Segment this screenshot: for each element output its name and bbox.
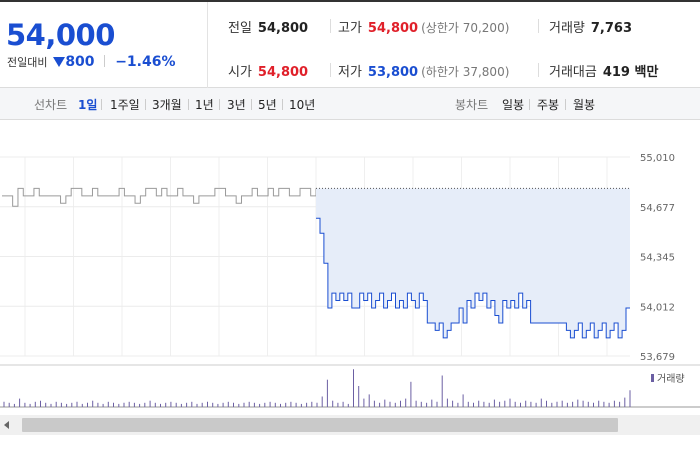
y-tick-label: 54,677 <box>640 203 675 214</box>
divider <box>282 99 283 110</box>
stat-value: 54,800 <box>367 21 419 36</box>
stat-value: 419 백만 <box>602 65 659 80</box>
volume-legend-swatch <box>651 374 654 382</box>
chart-toolbar: 선차트 1일 1주일 3개월 1년 3년 5년 10년 봉차트 일봉 주봉 월봉 <box>0 88 700 120</box>
stat-volume: 거래량 7,763 <box>549 17 632 36</box>
stat-label: 저가 <box>338 65 362 80</box>
period-tab-3y[interactable]: 3년 <box>227 98 246 112</box>
stat-value: 7,763 <box>590 21 633 36</box>
stat-label: 거래량 <box>549 21 585 36</box>
series-line-previous <box>2 187 317 207</box>
divider <box>219 99 220 110</box>
candle-tab-daily[interactable]: 일봉 <box>502 98 525 112</box>
candle-chart-label: 봉차트 <box>455 98 489 112</box>
divider <box>565 99 566 110</box>
y-tick-label: 54,012 <box>640 302 675 313</box>
current-price-box: 54,000 전일대비 800 −1.46% <box>0 2 208 88</box>
divider <box>330 63 331 77</box>
change-percent: −1.46% <box>115 54 176 70</box>
stat-high: 고가 54,800 (상한가 70,200) <box>338 17 509 36</box>
line-chart-label: 선차트 <box>34 98 68 112</box>
scroll-thumb[interactable] <box>22 418 618 432</box>
series-line-today <box>316 217 630 339</box>
stat-value: 54,800 <box>257 21 309 36</box>
down-triangle-icon <box>53 57 66 67</box>
stat-value: 53,800 <box>367 65 419 80</box>
change-row: 전일대비 800 −1.46% <box>7 54 176 70</box>
candle-tab-weekly[interactable]: 주봉 <box>537 98 560 112</box>
y-tick-label: 55,010 <box>640 153 675 164</box>
stat-open: 시가 54,800 <box>228 61 308 80</box>
stat-label: 전일 <box>228 21 252 36</box>
volume-legend-label: 거래량 <box>657 373 685 385</box>
stat-label: 시가 <box>228 65 252 80</box>
y-tick-label: 53,679 <box>640 352 675 363</box>
chart-scrollbar[interactable] <box>0 415 700 435</box>
series-area-today <box>316 188 630 338</box>
divider <box>104 55 106 67</box>
stat-prev-close: 전일 54,800 <box>228 17 308 36</box>
period-tab-5y[interactable]: 5년 <box>258 98 277 112</box>
lower-limit: (하한가 37,800) <box>421 65 510 79</box>
stat-label: 고가 <box>338 21 362 36</box>
y-tick-label: 54,345 <box>640 253 675 264</box>
period-tab-1d[interactable]: 1일 <box>78 98 98 112</box>
candle-tab-monthly[interactable]: 월봉 <box>573 98 596 112</box>
stat-low: 저가 53,800 (하한가 37,800) <box>338 61 509 80</box>
divider <box>101 99 102 110</box>
stat-value: 54,800 <box>257 65 309 80</box>
period-tab-10y[interactable]: 10년 <box>289 98 316 112</box>
price-summary: 54,000 전일대비 800 −1.46% 전일 54,800 고가 54,800… <box>0 0 700 88</box>
stat-amount: 거래대금 419 백만 <box>549 61 658 80</box>
divider <box>145 99 146 110</box>
divider <box>251 99 252 110</box>
period-tab-3m[interactable]: 3개월 <box>152 98 182 112</box>
price-chart-svg: 55,010 54,677 54,345 54,012 53,679 거래량 <box>0 153 700 408</box>
divider <box>529 99 530 110</box>
change-amount: 800 <box>65 54 95 70</box>
divider <box>538 19 539 33</box>
divider <box>330 19 331 33</box>
upper-limit: (상한가 70,200) <box>421 21 510 35</box>
divider <box>188 99 189 110</box>
period-tab-1w[interactable]: 1주일 <box>110 98 140 112</box>
divider <box>538 63 539 77</box>
scroll-left-icon[interactable] <box>4 421 9 429</box>
price-chart[interactable]: 55,010 54,677 54,345 54,012 53,679 거래량 <box>0 120 700 450</box>
current-price: 54,000 <box>6 18 115 52</box>
period-tab-1y[interactable]: 1년 <box>195 98 214 112</box>
change-label: 전일대비 <box>7 56 48 69</box>
stat-label: 거래대금 <box>549 65 597 80</box>
